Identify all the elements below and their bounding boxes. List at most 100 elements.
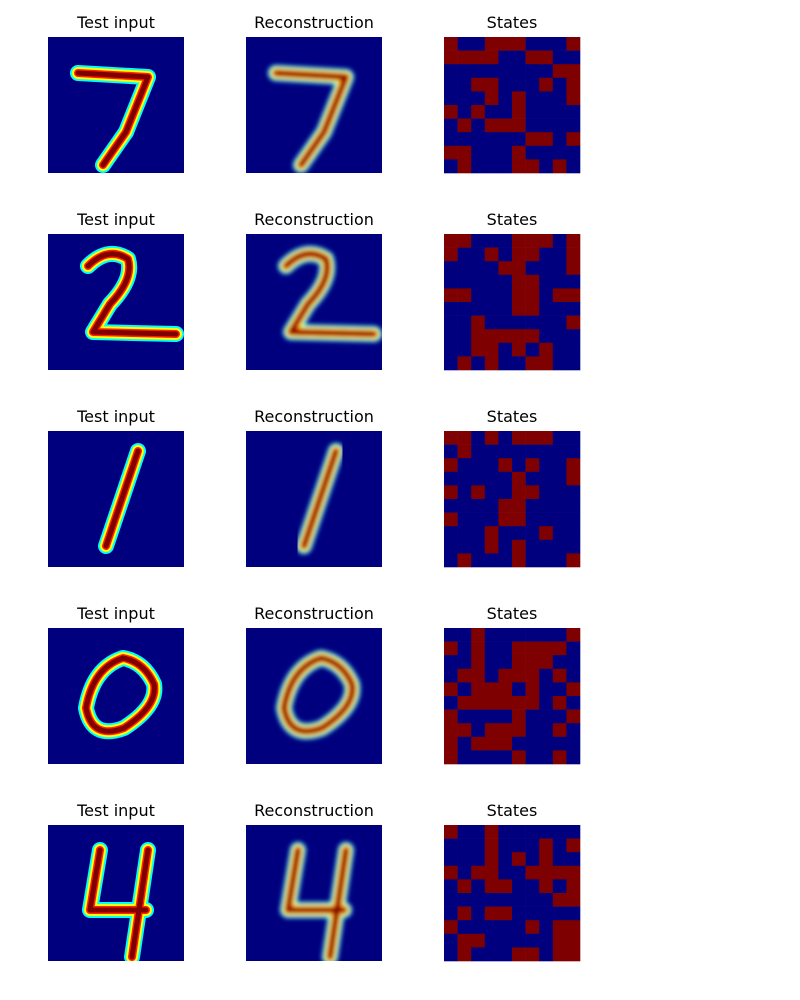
state-cell [471,906,486,921]
state-cell [552,920,567,935]
panel-title: States [487,13,538,32]
state-cell [498,682,513,697]
state-cell [539,526,554,541]
state-cell [484,431,499,445]
state-cell [566,288,581,303]
state-cell [539,458,554,473]
state-cell [566,50,581,65]
state-cell [566,539,581,554]
state-cell [498,431,513,445]
state-cell [525,431,540,445]
image-background [246,628,382,764]
state-cell [498,64,513,79]
state-cell [525,77,540,92]
state-cell [552,696,567,710]
state-cell [457,879,472,894]
state-cell [484,512,499,527]
state-cell [525,356,540,371]
state-cell [512,302,526,316]
state-cell [457,315,472,330]
state-cell [498,499,513,513]
state-cell [498,485,513,500]
state-cell [552,838,567,853]
digit [278,245,382,342]
state-cell [484,159,499,174]
state-cell [444,933,458,948]
state-cell [484,50,499,65]
state-cell [484,865,499,880]
state-cell [539,696,554,710]
state-cell [484,838,499,853]
state-cell [444,288,458,303]
state-cell [471,526,486,541]
panel-title: States [487,210,538,229]
state-cell [484,920,499,935]
state-cell [552,723,567,738]
state-cell [512,159,526,174]
state-cell [552,628,567,642]
state-cell [444,947,458,962]
state-cell [525,906,540,921]
state-cell [539,444,554,459]
state-cell [484,893,499,907]
state-cell [552,261,567,276]
digit-stroke [83,655,157,734]
state-cell [471,736,486,751]
state-cell [525,709,540,724]
state-cell [457,628,472,642]
state-cell [552,274,567,289]
state-cell [512,893,526,907]
reconstruction-image [246,234,382,370]
state-cell [471,628,486,642]
state-cell [471,838,486,853]
state-cell [525,302,540,316]
state-cell [552,852,567,867]
state-cell [471,471,486,486]
digit [80,245,184,342]
state-cell [444,234,458,248]
digit-stroke [285,847,349,960]
state-cell [471,458,486,473]
state-cell [444,893,458,907]
state-cell [566,893,581,907]
state-cell [512,553,526,568]
state-cell [444,668,458,683]
state-cell [498,933,513,948]
state-cell [512,539,526,554]
state-cell [484,879,499,894]
state-cell [498,302,513,316]
state-cell [457,471,472,486]
digit-stroke [85,251,179,337]
state-cell [552,825,567,839]
state-cell [498,906,513,921]
state-cell [484,329,499,344]
state-cell [539,499,554,513]
state-cell [566,852,581,867]
state-cell [444,709,458,724]
state-cell [444,261,458,276]
panel-title: Test input [76,13,155,32]
state-cell [552,879,567,894]
state-cell [512,628,526,642]
state-cell [484,77,499,92]
state-cell [444,499,458,513]
state-cell [566,682,581,697]
state-cell [552,234,567,248]
state-cell [512,118,526,133]
state-cell [525,329,540,344]
state-cell [525,736,540,751]
state-cell [471,105,486,119]
state-cell [512,444,526,459]
state-cell [566,105,581,119]
state-cell [566,696,581,710]
state-cell [498,668,513,683]
state-cell [512,329,526,344]
state-cell [512,825,526,839]
state-cell [552,105,567,119]
state-cell [444,906,458,921]
state-cell [566,159,581,174]
state-cell [444,825,458,839]
state-cell [471,315,486,330]
state-cell [552,933,567,948]
state-cell [471,947,486,962]
